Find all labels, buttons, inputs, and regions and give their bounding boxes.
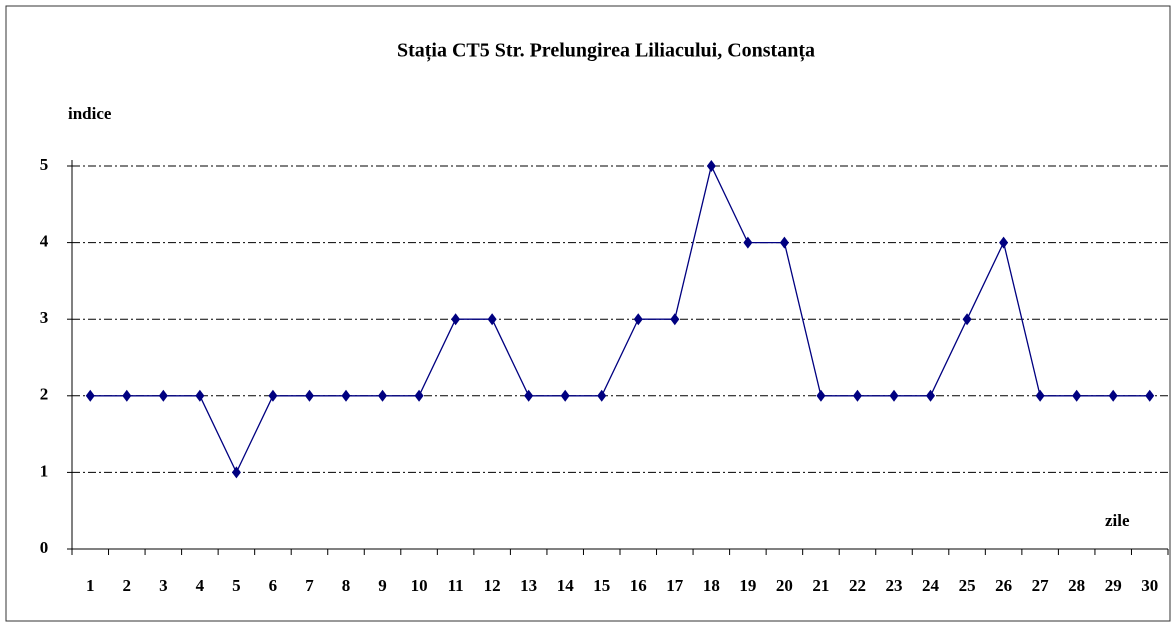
x-tick-label: 26 <box>995 576 1012 595</box>
y-tick-label: 1 <box>40 461 49 480</box>
data-point <box>304 389 314 402</box>
x-axis-label: zile <box>1105 511 1130 530</box>
x-tick-label: 2 <box>123 576 132 595</box>
y-tick-label: 4 <box>40 232 49 251</box>
x-tick-label: 18 <box>703 576 720 595</box>
data-point <box>999 236 1009 249</box>
data-point <box>597 389 607 402</box>
x-tick-label: 14 <box>557 576 575 595</box>
x-tick-label: 25 <box>959 576 976 595</box>
x-tick-label: 30 <box>1141 576 1158 595</box>
data-point <box>1035 389 1045 402</box>
x-tick-label: 19 <box>739 576 756 595</box>
data-point <box>195 389 205 402</box>
chart-title: Stația CT5 Str. Prelungirea Liliacului, … <box>397 40 815 63</box>
y-tick-label: 0 <box>40 538 49 557</box>
data-point <box>122 389 132 402</box>
data-point <box>633 313 643 326</box>
data-point <box>487 313 497 326</box>
y-tick-label: 2 <box>40 385 49 404</box>
x-tick-label: 13 <box>520 576 537 595</box>
data-point <box>670 313 680 326</box>
data-point <box>1108 389 1118 402</box>
y-tick-label: 3 <box>40 308 49 327</box>
x-tick-label: 24 <box>922 576 940 595</box>
x-tick-label: 4 <box>196 576 205 595</box>
data-point <box>378 389 388 402</box>
data-point <box>560 389 570 402</box>
data-point <box>779 236 789 249</box>
x-tick-label: 22 <box>849 576 866 595</box>
x-tick-label: 7 <box>305 576 314 595</box>
data-point <box>743 236 753 249</box>
x-tick-label: 15 <box>593 576 610 595</box>
data-point <box>158 389 168 402</box>
x-tick-label: 9 <box>378 576 387 595</box>
y-axis-label: indice <box>68 104 112 123</box>
x-tick-label: 11 <box>448 576 464 595</box>
data-point <box>451 313 461 326</box>
x-tick-label: 29 <box>1105 576 1122 595</box>
x-tick-label: 23 <box>886 576 903 595</box>
x-tick-label: 5 <box>232 576 241 595</box>
data-point <box>852 389 862 402</box>
x-tick-label: 16 <box>630 576 647 595</box>
x-tick-label: 27 <box>1032 576 1050 595</box>
data-point <box>524 389 534 402</box>
x-tick-label: 28 <box>1068 576 1085 595</box>
x-tick-label: 17 <box>666 576 684 595</box>
series-line <box>90 164 1150 474</box>
x-tick-label: 12 <box>484 576 501 595</box>
x-tick-label: 1 <box>86 576 95 595</box>
data-point <box>231 466 241 479</box>
x-tick-label: 3 <box>159 576 168 595</box>
data-point <box>926 389 936 402</box>
x-tick-label: 20 <box>776 576 793 595</box>
data-point <box>85 389 95 402</box>
data-point <box>341 389 351 402</box>
data-point <box>962 313 972 326</box>
chart-frame <box>5 5 1171 622</box>
x-tick-label: 6 <box>269 576 278 595</box>
y-tick-label: 5 <box>40 155 49 174</box>
x-tick-label: 10 <box>411 576 428 595</box>
data-point <box>1072 389 1082 402</box>
data-point <box>889 389 899 402</box>
data-point <box>706 160 716 172</box>
x-tick-label: 21 <box>812 576 829 595</box>
data-point <box>414 389 424 402</box>
data-point <box>268 389 278 402</box>
data-point <box>816 389 826 402</box>
x-tick-label: 8 <box>342 576 351 595</box>
data-point <box>1145 389 1155 402</box>
